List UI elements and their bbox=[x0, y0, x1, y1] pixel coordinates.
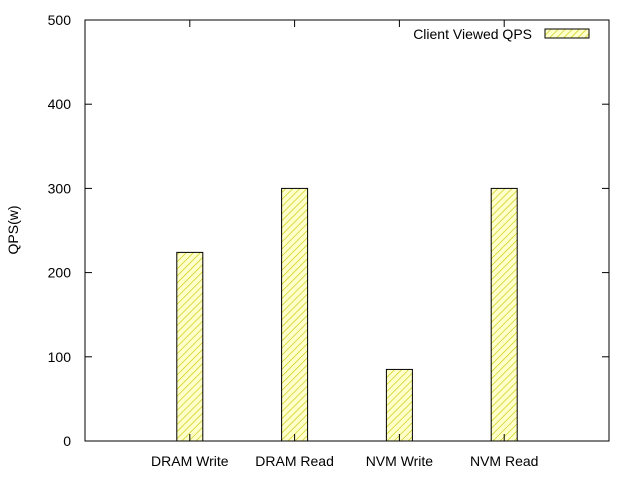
y-axis-label: QPS(w) bbox=[5, 206, 21, 255]
bar-dram-read bbox=[281, 187, 309, 442]
y-tick-label: 200 bbox=[48, 265, 72, 281]
y-tick-label: 400 bbox=[48, 96, 72, 112]
x-category-label: NVM Write bbox=[366, 453, 434, 469]
x-category-label: DRAM Write bbox=[151, 453, 229, 469]
bar-dram-write bbox=[176, 251, 204, 442]
legend-label: Client Viewed QPS bbox=[413, 26, 532, 42]
y-tick-label: 0 bbox=[63, 433, 71, 449]
bar-nvm-write bbox=[385, 368, 413, 442]
bar-nvm-read bbox=[490, 187, 518, 442]
x-category-label: NVM Read bbox=[470, 453, 538, 469]
y-tick-label: 300 bbox=[48, 180, 72, 196]
x-category-label: DRAM Read bbox=[255, 453, 334, 469]
plot-frame bbox=[84, 19, 610, 442]
y-tick-label: 100 bbox=[48, 349, 72, 365]
y-tick-label: 500 bbox=[48, 12, 72, 28]
legend-swatch bbox=[544, 28, 590, 39]
legend: Client Viewed QPS bbox=[413, 26, 590, 42]
